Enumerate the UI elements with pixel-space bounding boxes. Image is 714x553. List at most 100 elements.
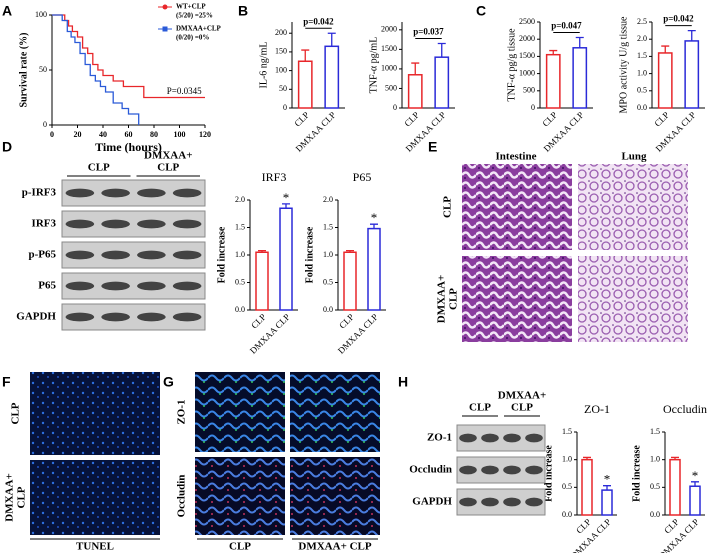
p-value: P=0.0345 [167, 86, 202, 96]
bar [343, 251, 357, 311]
blot-band [137, 281, 166, 291]
blot-band [101, 219, 130, 229]
chart-title: P65 [353, 170, 372, 184]
error-bar [549, 49, 558, 55]
histology-image [462, 256, 572, 342]
blot-band [172, 250, 202, 260]
x-tick-label: 120 [199, 130, 211, 139]
y-tick-label: 2500 [519, 17, 535, 26]
p-value: p=0.042 [303, 16, 334, 26]
group-label: CLP [157, 162, 179, 174]
if-image [195, 457, 285, 535]
group-label: CLP [469, 402, 491, 414]
blot-band [459, 433, 477, 443]
y-axis-label: Fold increase [304, 226, 315, 283]
group-label: CLP [511, 402, 533, 414]
row-label: CLP [16, 486, 28, 508]
y-tick-label: 0.5 [323, 277, 333, 286]
error-bar [691, 481, 699, 487]
blot-band [65, 281, 95, 291]
chart-title: ZO-1 [584, 402, 610, 416]
blot-band [525, 465, 543, 475]
legend-label: WT+CLP [176, 3, 206, 11]
row-label: CLP [448, 288, 460, 310]
blot-band [172, 219, 202, 229]
panel-letter: F [2, 374, 11, 390]
blot-band [65, 188, 95, 198]
column-label: DMXAA+ CLP [298, 541, 371, 553]
blot-row-label: p-IRF3 [22, 187, 57, 199]
blot-band [481, 497, 499, 507]
error-bar [575, 36, 584, 48]
chart-title: IRF3 [262, 170, 287, 184]
blot-band [525, 433, 543, 443]
bar [581, 458, 593, 516]
bar [601, 489, 613, 516]
y-axis-label: Survival rate (%) [18, 33, 29, 108]
y-tick-label: 1000 [519, 68, 535, 77]
significance-star: * [692, 468, 699, 483]
p-value: p=0.037 [413, 27, 444, 37]
y-tick-label: 0.0 [562, 510, 572, 519]
bar [684, 40, 700, 109]
panel-letter: B [238, 3, 248, 19]
p-value: p=0.047 [551, 21, 582, 31]
error-bar [327, 32, 336, 47]
blot-band [481, 433, 499, 443]
blot-band [101, 312, 130, 322]
blot-row-label: GAPDH [412, 496, 452, 508]
error-bar [282, 203, 290, 209]
blot-band [503, 433, 521, 443]
blot-band [137, 312, 166, 322]
y-tick-label: 500 [523, 86, 535, 95]
blot-band [101, 188, 130, 198]
blot-band [101, 250, 130, 260]
blot-row-label: ZO-1 [427, 432, 452, 444]
blot-row-label: IRF3 [32, 218, 57, 230]
y-tick-label: 50 [39, 65, 47, 74]
error-bar [370, 223, 378, 229]
group-label: DMXAA+ [498, 390, 546, 402]
y-tick-label: 0 [531, 103, 535, 112]
blot-row-label: p-P65 [29, 249, 57, 261]
tunel-image [30, 372, 160, 455]
y-tick-label: 1.5 [323, 222, 333, 231]
y-tick-label: 200 [275, 28, 287, 37]
y-tick-label: 1000 [381, 64, 397, 73]
blot-band [172, 312, 202, 322]
panel-letter: H [398, 374, 408, 390]
y-tick-label: 2.0 [637, 34, 647, 43]
y-tick-label: 0 [393, 103, 397, 112]
y-tick-label: 0 [43, 120, 47, 129]
x-axis-label: Time (hours) [95, 140, 162, 154]
blot-band [459, 465, 477, 475]
blot-band [65, 219, 95, 229]
legend-detail: (5/20) =25% [176, 12, 213, 20]
x-tick-label: CLP [292, 110, 311, 129]
tunel-image [30, 460, 160, 535]
panel-letter: A [2, 3, 12, 19]
chart-title: Occludin [663, 402, 707, 416]
blot-band [503, 497, 521, 507]
blot-band [459, 497, 477, 507]
y-tick-label: 150 [275, 47, 287, 56]
survival-line [52, 14, 205, 99]
y-tick-label: 2000 [381, 25, 397, 34]
y-tick-label: 100 [275, 65, 287, 74]
blot-band [137, 188, 166, 198]
bar [657, 52, 673, 109]
if-image [290, 372, 380, 452]
bar [434, 56, 450, 109]
blot-band [172, 281, 202, 291]
x-tick-label: CLP [540, 110, 559, 129]
error-bar [301, 49, 310, 62]
error-bar [661, 45, 670, 53]
y-axis-label: Fold increase [631, 445, 642, 502]
y-tick-label: 1.5 [562, 427, 572, 436]
y-tick-label: 50 [279, 84, 287, 93]
if-image [195, 372, 285, 452]
significance-star: * [371, 210, 378, 225]
error-bar [346, 249, 354, 253]
column-label: Lung [621, 151, 647, 163]
